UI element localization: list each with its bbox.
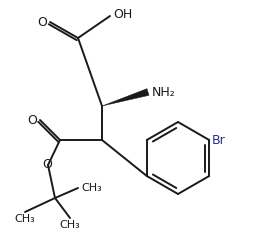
Text: CH₃: CH₃ xyxy=(15,214,35,224)
Text: CH₃: CH₃ xyxy=(60,220,80,230)
Text: CH₃: CH₃ xyxy=(81,183,102,193)
Text: O: O xyxy=(27,113,37,126)
Text: NH₂: NH₂ xyxy=(152,86,176,98)
Text: O: O xyxy=(42,158,52,171)
Text: OH: OH xyxy=(113,9,132,21)
Polygon shape xyxy=(102,89,149,106)
Text: O: O xyxy=(37,15,47,29)
Text: Br: Br xyxy=(212,134,226,147)
